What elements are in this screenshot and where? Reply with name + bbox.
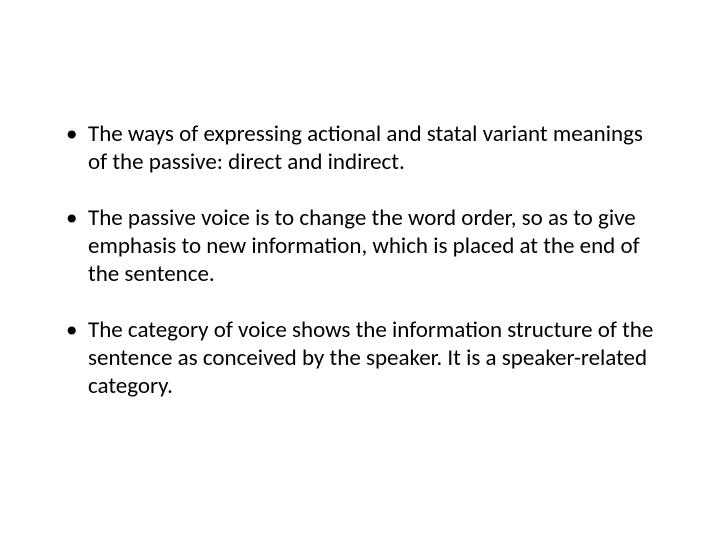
list-item: The passive voice is to change the word … xyxy=(60,204,660,288)
slide: The ways of expressing actional and stat… xyxy=(0,0,720,540)
list-item: The category of voice shows the informat… xyxy=(60,316,660,400)
bullet-text: The passive voice is to change the word … xyxy=(88,204,640,288)
bullet-list: The ways of expressing actional and stat… xyxy=(60,120,660,400)
list-item: The ways of expressing actional and stat… xyxy=(60,120,660,176)
bullet-text: The ways of expressing actional and stat… xyxy=(88,120,643,176)
bullet-text: The category of voice shows the informat… xyxy=(88,316,653,400)
